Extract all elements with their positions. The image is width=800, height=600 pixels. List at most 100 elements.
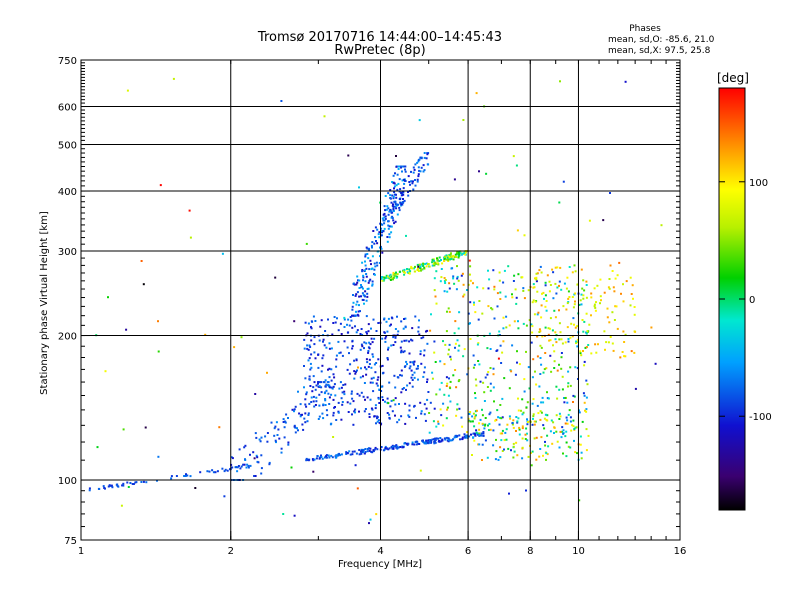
- data-point: [590, 314, 592, 317]
- data-point: [339, 381, 342, 384]
- data-point: [513, 274, 516, 277]
- data-point: [397, 182, 400, 185]
- data-point: [448, 287, 451, 290]
- data-point: [346, 401, 349, 404]
- data-point: [559, 415, 562, 418]
- data-point: [523, 297, 526, 300]
- data-point: [596, 284, 599, 287]
- data-point: [488, 422, 491, 425]
- data-point: [498, 334, 501, 336]
- data-point: [362, 287, 364, 290]
- data-point: [314, 357, 317, 360]
- data-point: [356, 291, 359, 294]
- data-point: [389, 189, 392, 191]
- data-point: [411, 267, 414, 270]
- data-point: [587, 344, 590, 346]
- data-point: [396, 333, 399, 336]
- data-point: [394, 386, 397, 389]
- data-point: [531, 331, 534, 334]
- data-point: [367, 330, 370, 333]
- data-point: [441, 262, 444, 265]
- data-point: [392, 399, 395, 402]
- data-point: [446, 290, 449, 293]
- data-point: [259, 440, 262, 443]
- data-point: [576, 325, 579, 328]
- data-point: [411, 339, 414, 342]
- data-point: [258, 438, 261, 441]
- data-point: [406, 384, 409, 387]
- data-point: [396, 203, 399, 206]
- data-point: [478, 170, 480, 173]
- data-point: [472, 436, 475, 439]
- data-point: [370, 450, 373, 453]
- data-point: [351, 453, 354, 456]
- data-point: [504, 431, 507, 434]
- data-point: [299, 415, 302, 418]
- data-point: [398, 403, 400, 405]
- data-point: [399, 346, 402, 349]
- data-point: [436, 257, 438, 260]
- data-point: [527, 455, 530, 458]
- data-point: [609, 264, 612, 267]
- data-point: [88, 489, 91, 492]
- data-point: [372, 390, 375, 393]
- data-point: [536, 290, 539, 293]
- data-point: [533, 420, 536, 423]
- data-point: [315, 457, 318, 460]
- y-tick-label: 500: [58, 141, 77, 152]
- data-point: [336, 317, 338, 320]
- data-point: [539, 330, 542, 333]
- data-point: [544, 281, 547, 284]
- data-point: [399, 270, 402, 273]
- data-point: [315, 384, 318, 387]
- data-point: [423, 169, 426, 172]
- data-point: [366, 247, 369, 250]
- data-point: [348, 352, 350, 355]
- data-point: [287, 417, 289, 419]
- data-point: [387, 220, 389, 223]
- data-point: [498, 330, 501, 333]
- data-point: [337, 329, 340, 332]
- data-point: [384, 400, 386, 403]
- data-point: [573, 428, 576, 430]
- data-point: [370, 244, 373, 247]
- data-point: [489, 389, 492, 392]
- data-point: [365, 299, 368, 302]
- data-point: [634, 330, 637, 333]
- data-point: [426, 342, 429, 345]
- data-point: [396, 376, 399, 379]
- data-point: [401, 446, 404, 449]
- data-point: [478, 428, 481, 431]
- data-point: [473, 425, 476, 428]
- data-point: [447, 439, 450, 441]
- data-point: [447, 437, 450, 440]
- data-point: [223, 470, 226, 473]
- data-point: [570, 429, 573, 432]
- data-point: [392, 206, 395, 209]
- data-point: [502, 327, 505, 330]
- data-point: [595, 301, 597, 304]
- data-point: [373, 448, 376, 451]
- data-point: [535, 383, 538, 386]
- data-point: [546, 391, 548, 394]
- data-point: [438, 256, 441, 259]
- data-point: [400, 340, 403, 343]
- data-point: [394, 203, 397, 205]
- data-point: [481, 312, 484, 315]
- data-point: [334, 456, 337, 459]
- data-point: [298, 412, 301, 415]
- data-point: [363, 294, 366, 297]
- data-point: [418, 119, 421, 122]
- data-point: [423, 371, 426, 374]
- data-point: [233, 346, 236, 349]
- data-point: [378, 231, 381, 234]
- data-point: [387, 317, 390, 320]
- data-point: [407, 414, 410, 417]
- data-point: [387, 402, 390, 405]
- data-point: [462, 119, 465, 121]
- data-point: [447, 307, 450, 310]
- data-point: [502, 340, 505, 343]
- data-point: [283, 426, 286, 429]
- data-point: [501, 432, 504, 435]
- data-point: [411, 327, 414, 330]
